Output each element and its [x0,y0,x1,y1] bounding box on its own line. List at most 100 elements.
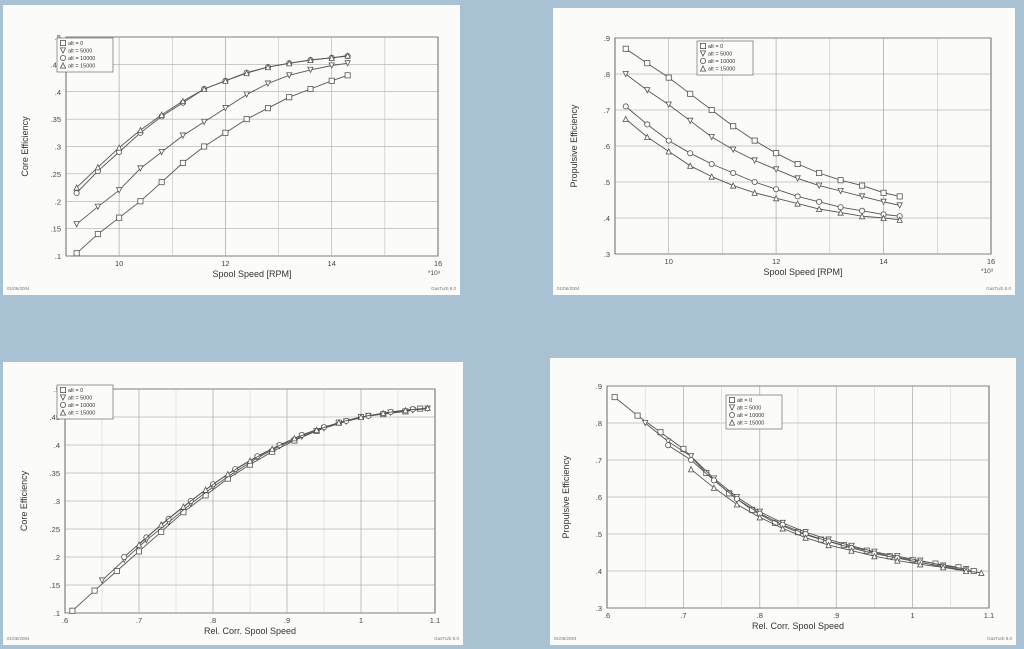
data-point [773,186,780,193]
legend-marker [59,409,67,416]
legend-marker [60,55,67,62]
legend-label: alt = 10000 [68,403,95,409]
data-point [751,178,758,185]
x-tick-label: .8 [757,611,763,620]
data-point [794,160,801,167]
y-axis-label: Propulsive Efficiency [561,455,571,538]
legend-marker [59,47,67,54]
data-point [424,404,431,412]
y-tick-label: .15 [50,581,60,590]
y-tick-label: .6 [604,142,610,151]
legend-label: alt = 10000 [708,59,735,65]
legend-label: alt = 5000 [708,52,732,58]
x-axis-label: Spool Speed [RPM] [212,269,291,279]
series-group [622,71,903,209]
data-point [264,105,271,112]
y-tick-label: .1 [55,252,61,261]
legend-label: alt = 0 [708,44,723,50]
footer-right: GasTurb 9.0 [431,286,456,291]
legend-label: alt = 0 [737,398,752,404]
legend-box [696,40,754,76]
x-tick-label: 10 [115,259,123,268]
data-point [243,69,250,77]
y-tick-label: .35 [51,115,61,124]
data-point [825,541,832,549]
legend-box [725,394,783,430]
data-point [687,453,695,460]
data-point [116,214,123,221]
y-tick-label: .4 [54,441,60,450]
series-group [687,465,985,576]
x-tick-label: 1.1 [984,611,994,620]
x-scale-note: *10³ [428,270,441,277]
data-point [307,56,314,63]
data-point [794,175,801,182]
data-point [243,91,250,98]
x-tick-label: 16 [434,259,442,268]
data-point [772,519,779,526]
y-tick-label: .8 [604,70,610,79]
series-group [641,420,970,573]
data-point [622,115,629,122]
series-line [625,73,900,206]
series-group [98,405,431,585]
y-tick-label: .5 [604,178,610,187]
data-point [858,212,866,220]
series-line [76,55,348,188]
y-tick-label: .3 [596,604,602,613]
legend-marker [60,386,67,393]
data-point [622,71,629,78]
data-point [837,209,844,216]
data-point [708,173,715,180]
footer-right: GasTurb 9.0 [434,636,459,641]
data-point [896,216,903,223]
data-point [816,198,823,205]
data-point [710,477,717,484]
series-group [611,394,977,574]
legend-label: alt = 15000 [737,421,764,427]
series-group [73,52,351,191]
legend-marker [728,412,735,419]
series-line [644,422,967,570]
data-point [815,205,823,213]
data-point [328,77,335,84]
data-point [201,143,208,150]
data-point [858,193,866,200]
data-point [733,495,740,502]
data-point [729,146,737,154]
data-point [200,85,208,93]
legend-label: alt = 5000 [68,49,92,55]
y-tick-label: .3 [54,497,60,506]
y-tick-label: .4 [596,567,602,576]
y-tick-label: .6 [596,493,602,502]
data-point [962,567,970,575]
data-point [779,524,786,532]
data-point [137,198,144,205]
footer-left: 01/06/2004 [7,636,30,641]
legend-marker [699,43,706,50]
data-point [729,182,737,189]
data-point [137,126,144,134]
y-tick-label: .5 [596,530,602,539]
data-point [328,62,335,69]
data-point [665,137,672,144]
data-point [202,486,209,493]
data-point [268,445,276,452]
data-point [970,567,977,574]
series-line [690,468,982,574]
legend-marker [728,397,735,404]
series-line [625,118,900,221]
x-scale-note: *10³ [981,268,994,275]
x-tick-label: .8 [210,616,216,625]
data-point [402,406,409,414]
data-point [772,166,780,173]
data-point [69,607,76,614]
data-point [644,121,651,128]
legend-label: alt = 10000 [737,413,764,419]
data-point [200,118,208,126]
legend-marker [699,65,707,72]
data-point [158,528,165,535]
series-line [72,408,421,612]
data-point [730,123,737,130]
